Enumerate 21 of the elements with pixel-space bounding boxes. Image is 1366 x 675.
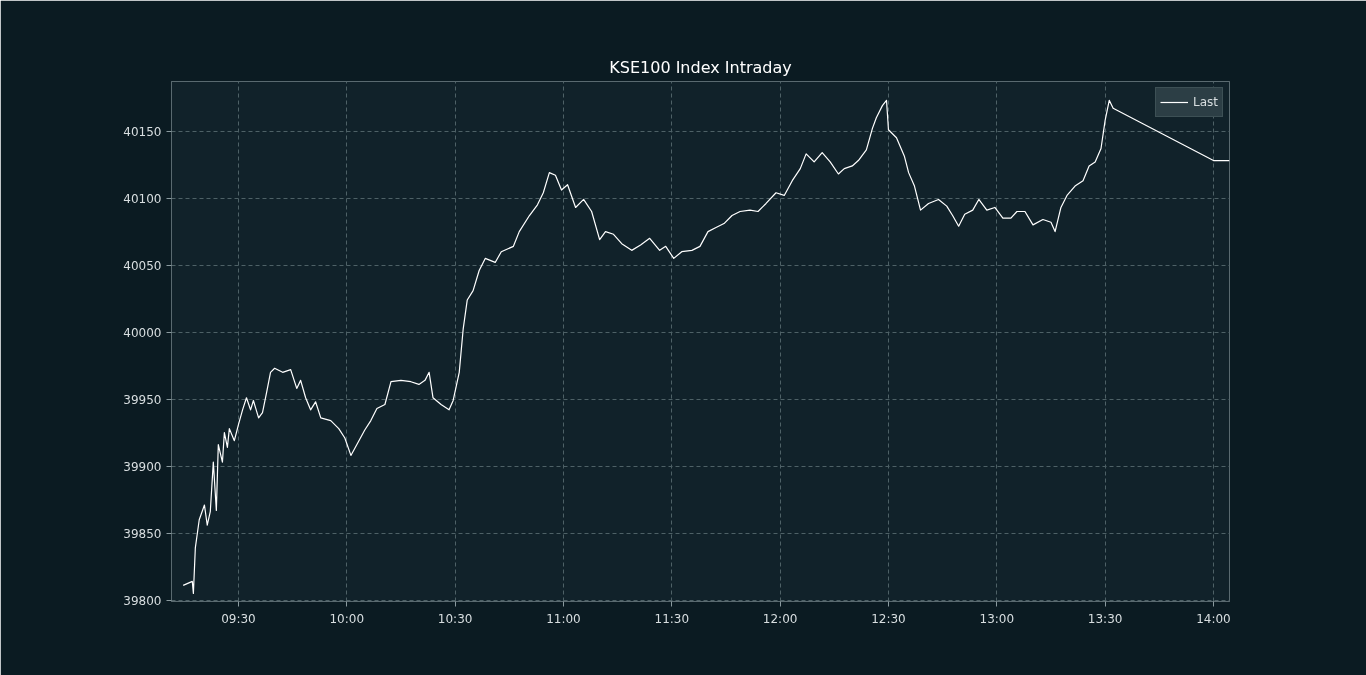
- legend-label: Last: [1193, 95, 1218, 109]
- x-tick-label: 12:00: [762, 611, 798, 626]
- chart-title: KSE100 Index Intraday: [609, 57, 792, 77]
- y-tick-label: 40050: [123, 258, 162, 273]
- x-tick-label: 12:30: [871, 611, 906, 626]
- y-tick-label: 39850: [123, 526, 162, 541]
- y-tick-label: 40100: [123, 191, 162, 206]
- x-tick-label: 14:00: [1196, 611, 1231, 626]
- y-tick-label: 39800: [123, 593, 162, 608]
- y-tick-label: 39950: [123, 392, 162, 407]
- x-tick-label: 10:30: [437, 611, 473, 626]
- x-tick-label: 11:00: [546, 611, 581, 626]
- x-tick-label: 10:00: [329, 611, 365, 626]
- y-tick-label: 40000: [123, 325, 162, 340]
- x-tick-label: 11:30: [654, 611, 690, 626]
- line-series: [182, 99, 1230, 595]
- y-tick-label: 40150: [123, 124, 162, 139]
- x-tick-label: 13:30: [1087, 611, 1123, 626]
- x-tick-label: 13:00: [979, 611, 1015, 626]
- x-tick-label: 09:30: [221, 611, 256, 626]
- y-tick-label: 39900: [123, 459, 162, 474]
